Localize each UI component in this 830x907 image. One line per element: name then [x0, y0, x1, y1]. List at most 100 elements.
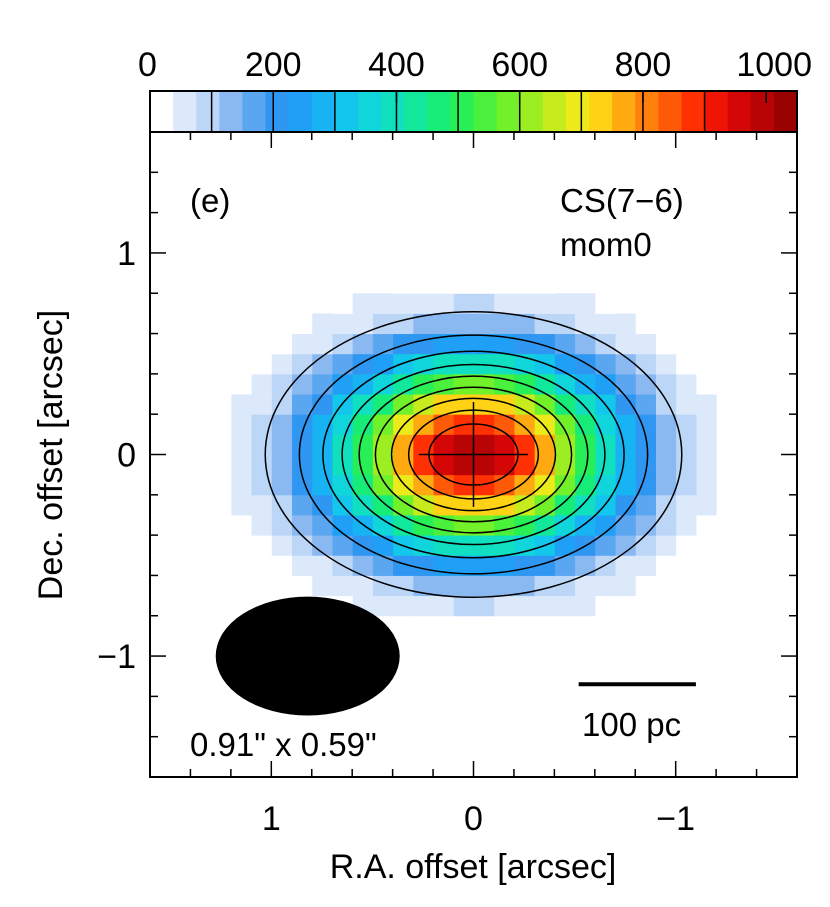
- heatmap-pixel: [352, 454, 373, 476]
- heatmap-pixel: [352, 434, 373, 455]
- y-tick-labels: 1 0 −1: [97, 235, 136, 676]
- heatmap-pixel: [655, 494, 677, 516]
- colorbar-segment: [150, 91, 174, 132]
- heatmap-pixel: [352, 414, 373, 435]
- heatmap-pixel: [554, 414, 576, 435]
- heatmap-pixel: [615, 434, 636, 455]
- heatmap-pixel: [493, 535, 515, 556]
- heatmap-pixel: [433, 595, 454, 617]
- heatmap-pixel: [513, 273, 535, 294]
- heatmap-pixel: [493, 373, 515, 395]
- heatmap-pixel: [594, 434, 616, 455]
- heatmap-pixel: [635, 333, 656, 355]
- heatmap-pixel: [473, 514, 495, 536]
- heatmap-pixel: [251, 434, 272, 455]
- heatmap-pixel: [392, 414, 414, 435]
- heatmap-pixel: [635, 514, 656, 536]
- heatmap-pixel: [473, 535, 495, 556]
- heatmap-pixel: [615, 454, 636, 476]
- colorbar-segment: [473, 91, 498, 132]
- heatmap-pixel: [372, 555, 394, 576]
- heatmap-pixel: [453, 313, 474, 335]
- heatmap-pixel: [473, 373, 495, 395]
- heatmap-pixel: [493, 474, 515, 496]
- colorbar-segment: [658, 91, 683, 132]
- heatmap-pixel: [291, 373, 313, 395]
- heatmap-pixel: [392, 434, 414, 455]
- heatmap-pixel: [251, 373, 272, 395]
- heatmap-pixel: [311, 394, 333, 415]
- heatmap-pixel: [251, 353, 272, 375]
- heatmap-pixel: [372, 595, 394, 617]
- heatmap-pixel: [716, 394, 737, 415]
- y-tick-label: −1: [97, 638, 136, 676]
- colorbar-segment: [404, 91, 428, 132]
- heatmap-pixel: [291, 575, 313, 597]
- heatmap-pixel: [675, 474, 697, 496]
- heatmap-pixel: [534, 273, 555, 294]
- heatmap-pixel: [372, 414, 394, 435]
- colorbar-segment: [450, 91, 475, 132]
- heatmap-pixel: [433, 535, 454, 556]
- heatmap-pixel: [554, 514, 576, 536]
- heatmap-pixel: [291, 333, 313, 355]
- heatmap-pixel: [473, 273, 495, 294]
- heatmap-pixel: [291, 474, 313, 496]
- heatmap-pixel: [695, 454, 717, 476]
- heatmap-pixel: [331, 293, 353, 314]
- heatmap-pixel: [392, 313, 414, 335]
- heatmap-pixel: [473, 595, 495, 617]
- heatmap-pixel: [655, 414, 677, 435]
- heatmap-pixel: [574, 494, 596, 516]
- heatmap-pixel: [554, 474, 576, 496]
- heatmap-pixel: [615, 575, 636, 597]
- heatmap-pixel: [695, 373, 717, 395]
- heatmap-pixel: [615, 394, 636, 415]
- heatmap-pixel: [453, 273, 474, 294]
- heatmap-pixel: [594, 514, 616, 536]
- colorbar-segment: [519, 91, 544, 132]
- colorbar-segment: [357, 91, 382, 132]
- heatmap-pixel: [695, 394, 717, 415]
- heatmap-pixel: [372, 313, 394, 335]
- colorbar-tick-label: 200: [245, 46, 302, 84]
- heatmap-pixel: [635, 313, 656, 335]
- heatmap-pixel: [331, 514, 353, 536]
- heatmap-pixel: [291, 454, 313, 476]
- colorbar-segment: [750, 91, 775, 132]
- heatmap-pixel: [311, 333, 333, 355]
- heatmap-pixel: [433, 494, 454, 516]
- heatmap-pixel: [392, 575, 414, 597]
- heatmap-pixel: [635, 454, 656, 476]
- heatmap-pixel: [412, 454, 434, 476]
- panel-label: (e): [190, 182, 230, 219]
- heatmap-pixel: [311, 434, 333, 455]
- heatmap-pixel: [513, 293, 535, 314]
- heatmap-pixel: [695, 434, 717, 455]
- heatmap-pixel: [230, 414, 252, 435]
- heatmap-pixel: [574, 333, 596, 355]
- heatmap-pixel: [372, 293, 394, 314]
- heatmap-pixel: [210, 394, 232, 415]
- heatmap-pixel: [493, 313, 515, 335]
- beam-size-label: 0.91" x 0.59": [190, 726, 377, 763]
- heatmap-pixel: [251, 494, 272, 516]
- heatmap-pixel: [271, 373, 293, 395]
- heatmap-pixel: [574, 595, 596, 617]
- emission-contours: [264, 311, 683, 598]
- heatmap-pixel: [716, 414, 737, 435]
- heatmap-pixel: [311, 454, 333, 476]
- heatmap-pixel: [433, 615, 454, 637]
- heatmap-pixel: [230, 434, 252, 455]
- heatmap-pixel: [635, 575, 656, 597]
- heatmap-pixel: [392, 615, 414, 637]
- heatmap-pixel: [534, 394, 555, 415]
- heatmap-pixel: [372, 474, 394, 496]
- heatmap-pixel: [615, 514, 636, 536]
- heatmap-pixel: [493, 454, 515, 476]
- heatmap-pixel: [291, 313, 313, 335]
- heatmap-pixel: [554, 293, 576, 314]
- scale-bar-label: 100 pc: [582, 706, 681, 743]
- heatmap-pixel: [352, 333, 373, 355]
